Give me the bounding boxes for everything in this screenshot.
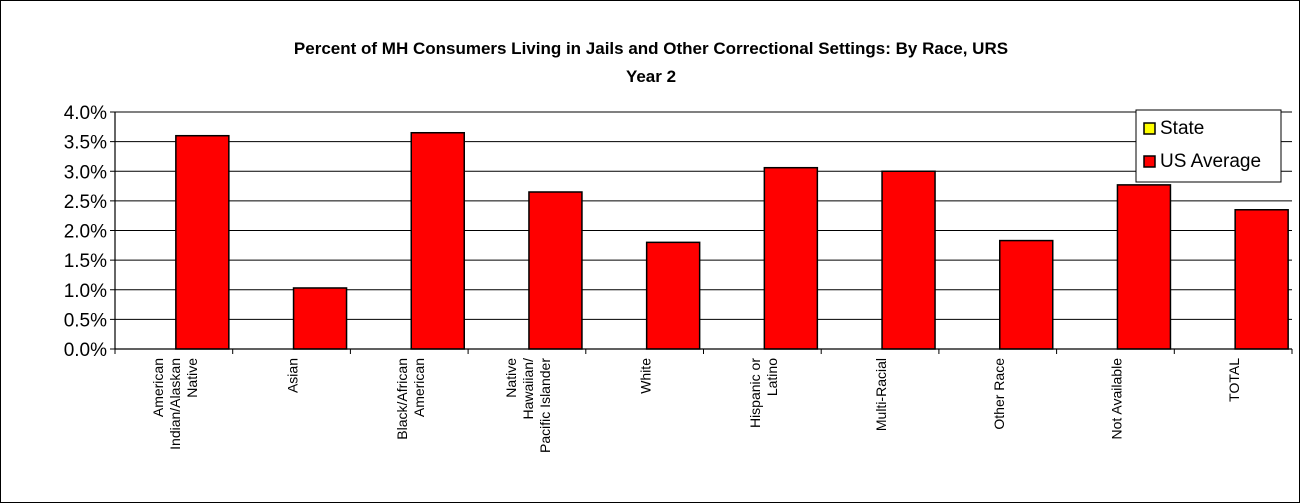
y-tick-label: 4.0% xyxy=(64,103,107,124)
y-tick-label: 3.5% xyxy=(64,133,107,154)
x-tick-label: Native xyxy=(184,358,200,398)
legend-box xyxy=(1135,109,1282,183)
legend-label: State xyxy=(1160,118,1204,139)
x-tick-label: American xyxy=(150,358,166,417)
bar xyxy=(292,287,348,350)
x-tick-labels: American Indian/Alaskan Native Asian Black/A… xyxy=(150,358,1242,453)
x-tick-label: Indian/Alaskan xyxy=(167,358,183,450)
chart-title-line-2: Year 2 xyxy=(626,67,676,86)
y-tick-label: 2.0% xyxy=(64,222,107,243)
x-tick-label: American xyxy=(411,358,427,417)
x-tick-label: Latino xyxy=(764,358,780,396)
legend-swatch xyxy=(1143,122,1156,135)
x-tick-label: Not Available xyxy=(1108,358,1124,440)
chart-title-line-1: Percent of MH Consumers Living in Jails … xyxy=(294,39,1008,58)
legend: State US Average xyxy=(1135,109,1282,183)
x-tick-label: Multi-Racial xyxy=(873,358,889,431)
y-tick-label: 0.0% xyxy=(64,340,107,361)
bars xyxy=(175,131,1289,350)
axes xyxy=(114,112,1293,354)
x-tick-label: Pacific Islander xyxy=(537,358,553,453)
bar xyxy=(999,239,1054,350)
bar xyxy=(1234,209,1289,350)
y-tick-label: 1.0% xyxy=(64,281,107,302)
x-tick-label: Hawaiian/ xyxy=(520,358,536,420)
x-tick-label: Black/African xyxy=(394,358,410,440)
x-tick-label: TOTAL xyxy=(1226,358,1242,402)
bar xyxy=(528,191,583,350)
x-tick-label: White xyxy=(638,358,654,394)
x-tick-label: Other Race xyxy=(991,358,1007,430)
bar xyxy=(175,134,230,350)
bar xyxy=(1116,184,1172,350)
bar xyxy=(763,166,819,350)
x-tick-label: Hispanic or xyxy=(747,358,763,428)
y-tick-label: 2.5% xyxy=(64,192,107,213)
bar xyxy=(410,131,465,350)
legend-label: US Average xyxy=(1160,151,1261,172)
x-tick-label: Native xyxy=(503,358,519,398)
y-tick-label: 1.5% xyxy=(64,251,107,272)
x-tick-label: Asian xyxy=(285,358,301,393)
y-tick-label: 0.5% xyxy=(64,310,107,331)
y-tick-label: 3.0% xyxy=(64,162,107,183)
bar xyxy=(881,170,936,350)
y-tick-labels: 0.0% 0.5% 1.0% 1.5% 2.0% 2.5% 3.0% 3.5% 4.0% xyxy=(64,103,107,361)
legend-swatch xyxy=(1143,155,1156,168)
bar xyxy=(645,241,701,350)
